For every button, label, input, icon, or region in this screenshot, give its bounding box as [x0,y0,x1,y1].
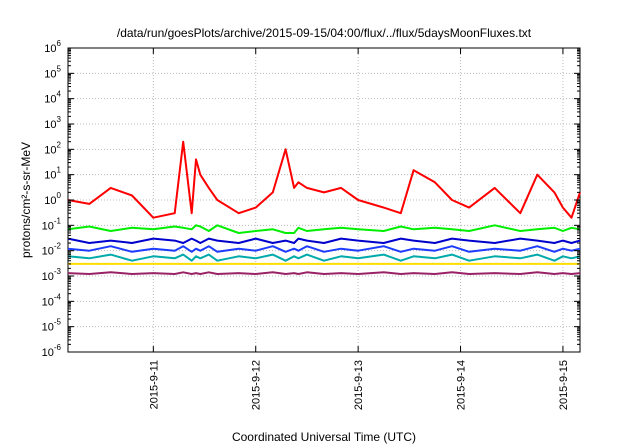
y-tick-label: 10-1 [42,216,62,232]
y-tick-label: 10-5 [42,318,62,334]
y-tick-label: 10-3 [42,267,62,283]
series-line-3 [67,237,581,244]
x-tick-label: 2015-9-15 [558,360,570,410]
y-tick-label: 100 [44,191,61,207]
x-tick-label: 2015-9-11 [148,360,160,409]
y-tick-label: 105 [44,64,61,80]
y-tick-label: 104 [44,90,61,106]
x-tick-label: 2015-9-14 [456,360,468,410]
chart-title: /data/run/goesPlots/archive/2015-09-15/0… [117,26,532,40]
y-tick-label: 10-4 [42,292,62,308]
series-line-4 [67,245,581,253]
series-line-2 [67,224,581,234]
series-line-7 [67,271,581,275]
y-tick-label: 10-6 [42,343,62,359]
series-line-5 [67,253,581,262]
x-axis-title: Coordinated Universal Time (UTC) [232,430,416,444]
y-tick-label: 106 [44,39,61,55]
series-line-1 [67,140,581,219]
y-axis-title: protons/cm²-s-sr-MeV [19,142,33,258]
series-layer [67,140,581,275]
y-tick-label: 103 [44,115,61,131]
x-axis: 2015-9-11 2015-9-12 2015-9-13 2015-9-14 2015… [148,48,570,410]
y-tick-label: 10-2 [42,242,62,258]
y-axis: 10-6 10-5 10-4 10-3 10-2 10-1 100 101 102 103 104 1… [42,39,580,359]
x-tick-label: 2015-9-12 [251,360,263,410]
x-tick-label: 2015-9-13 [353,360,365,410]
y-tick-label: 102 [44,140,61,156]
y-tick-label: 101 [44,166,61,182]
grid [68,48,580,352]
